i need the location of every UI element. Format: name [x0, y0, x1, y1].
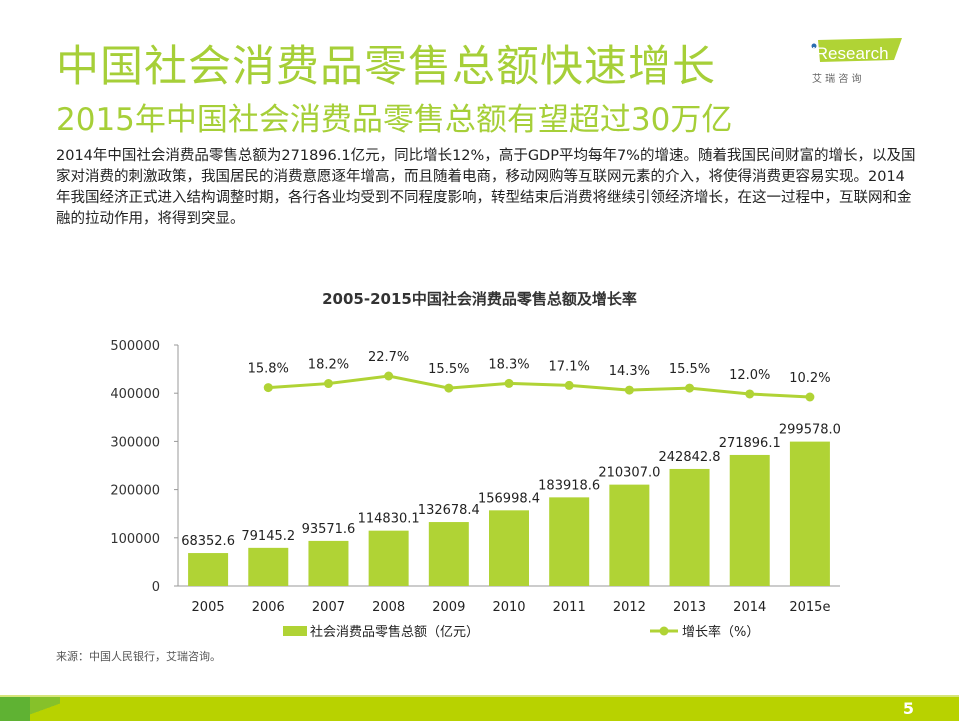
y-tick-label: 300000: [110, 435, 160, 450]
bar: [729, 454, 770, 586]
growth-label: 15.8%: [248, 362, 289, 377]
y-tick-label: 100000: [110, 532, 160, 547]
bar: [308, 540, 349, 586]
y-tick-label: 0: [152, 580, 160, 595]
svg-text:艾 瑞 咨 询: 艾 瑞 咨 询: [812, 72, 862, 85]
growth-line: [268, 374, 810, 399]
bar: [789, 441, 830, 586]
legend-line-label: 增长率（%）: [682, 624, 759, 640]
growth-point: [504, 378, 514, 388]
growth-point: [323, 379, 333, 389]
chart-title: 2005-2015中国社会消费品零售总额及增长率: [322, 290, 637, 308]
y-tick-label: 400000: [110, 387, 160, 402]
x-tick-label: 2010: [492, 600, 525, 615]
bar-label: 299578.0: [779, 423, 841, 438]
iresearch-logo: iResearch 艾 瑞 咨 询: [806, 38, 916, 88]
growth-point: [384, 371, 394, 381]
x-tick-label: 2009: [432, 600, 465, 615]
bar: [188, 553, 229, 586]
page-title: 中国社会消费品零售总额快速增长: [56, 42, 716, 92]
footer-bar: 5: [0, 695, 959, 721]
growth-label: 15.5%: [428, 362, 469, 377]
bar-label: 156998.4: [478, 491, 540, 506]
bar-label: 114830.1: [358, 512, 420, 527]
bar: [609, 484, 650, 586]
source-note: 来源：中国人民银行，艾瑞咨询。: [56, 650, 221, 663]
x-tick-label: 2012: [613, 600, 646, 615]
x-tick-label: 2014: [733, 600, 766, 615]
x-tick-label: 2005: [192, 600, 225, 615]
growth-label: 18.3%: [488, 357, 529, 372]
x-tick-label: 2011: [553, 600, 586, 615]
legend-bar-swatch: [283, 626, 307, 636]
y-tick-label: 200000: [110, 484, 160, 499]
legend-line-marker: [659, 626, 669, 636]
svg-text:iResearch: iResearch: [812, 44, 889, 63]
x-tick-label: 2006: [252, 600, 285, 615]
growth-label: 15.5%: [669, 362, 710, 377]
x-tick-label: 2008: [372, 600, 405, 615]
bar-label: 271896.1: [719, 436, 781, 451]
page-subtitle: 2015年中国社会消费品零售总额有望超过30万亿: [56, 102, 733, 138]
page-number: 5: [902, 699, 914, 718]
bar-label: 183918.6: [538, 478, 600, 493]
growth-point: [805, 392, 815, 402]
bar-label: 242842.8: [659, 450, 721, 465]
bar: [428, 522, 469, 586]
bar-label: 93571.6: [302, 522, 356, 537]
growth-point: [564, 380, 574, 390]
body-text: 2014年中国社会消费品零售总额为271896.1亿元，同比增长12%，高于GD…: [56, 148, 916, 227]
growth-point: [685, 383, 695, 393]
growth-label: 18.2%: [308, 358, 349, 373]
growth-label: 10.2%: [789, 371, 830, 386]
bar-label: 132678.4: [418, 503, 480, 518]
bar: [549, 497, 590, 586]
growth-label: 14.3%: [609, 364, 650, 379]
bar-label: 210307.0: [598, 466, 660, 481]
growth-point: [745, 389, 755, 399]
bar: [248, 547, 289, 586]
growth-point: [624, 385, 634, 395]
growth-point: [444, 383, 454, 393]
x-tick-label: 2015e: [789, 600, 830, 615]
x-tick-label: 2013: [673, 600, 706, 615]
x-tick-label: 2007: [312, 600, 345, 615]
bar: [669, 468, 710, 586]
growth-label: 12.0%: [729, 368, 770, 383]
bar-label: 68352.6: [181, 534, 235, 549]
legend-bar-label: 社会消费品零售总额（亿元）: [310, 624, 479, 640]
growth-point: [263, 383, 273, 393]
y-tick-label: 500000: [110, 339, 160, 354]
bar: [489, 510, 529, 586]
bar: [368, 530, 409, 586]
growth-label: 17.1%: [549, 359, 590, 374]
growth-label: 22.7%: [368, 350, 409, 365]
bar-label: 79145.2: [241, 529, 295, 544]
